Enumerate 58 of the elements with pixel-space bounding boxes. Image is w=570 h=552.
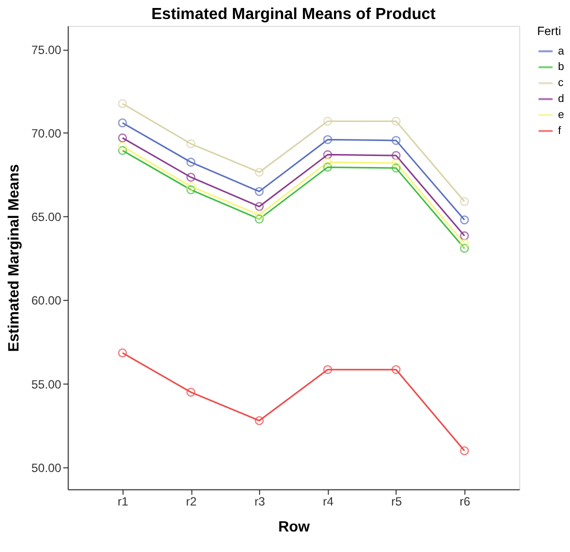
point: [323, 365, 332, 374]
x-tick-label: r3: [254, 494, 266, 509]
y-tick-label: 55.00: [31, 377, 62, 392]
x-tick-label: r2: [186, 494, 198, 509]
point: [186, 172, 196, 182]
point: [186, 185, 196, 194]
x-tick-label: r1: [118, 494, 129, 509]
point: [186, 388, 196, 397]
point: [186, 158, 196, 167]
point: [323, 162, 332, 172]
point: [186, 139, 196, 148]
y-tick-label: 75.00: [31, 42, 62, 57]
point: [118, 133, 127, 142]
point: [460, 244, 469, 253]
point: [118, 348, 127, 358]
y-axis-title: Estimated Marginal Means: [5, 164, 22, 352]
legend-title: Ferti: [537, 24, 561, 38]
point: [392, 136, 401, 145]
point: [460, 446, 469, 456]
point: [460, 197, 469, 206]
point: [392, 151, 401, 160]
legend-label: b: [558, 61, 564, 74]
point: [118, 142, 127, 151]
point: [118, 146, 127, 155]
point: [392, 158, 401, 168]
point: [323, 135, 332, 144]
point: [460, 238, 469, 248]
point: [392, 365, 401, 374]
y-tick-label: 65.00: [31, 210, 62, 224]
point: [460, 231, 469, 240]
point: [118, 99, 127, 108]
point: [254, 202, 264, 212]
y-tick-label: 60.00: [31, 294, 62, 308]
legend-label: f: [558, 124, 562, 137]
point: [323, 150, 332, 160]
x-tick-label: r6: [460, 494, 471, 509]
point: [186, 182, 196, 191]
point: [254, 186, 264, 196]
legend-label: c: [558, 77, 564, 90]
point: [254, 210, 264, 220]
x-tick-label: r5: [391, 494, 402, 509]
point: [323, 116, 332, 126]
x-tick-label: r4: [322, 494, 334, 509]
point: [460, 215, 469, 224]
y-tick-label: 50.00: [31, 460, 62, 475]
legend-label: a: [558, 45, 566, 58]
x-axis-title: Row: [278, 518, 310, 536]
legend-label: d: [558, 93, 564, 106]
chart-title: Estimated Marginal Means of Product: [151, 6, 436, 23]
point: [392, 164, 401, 173]
point: [323, 158, 332, 167]
point: [118, 118, 127, 128]
point: [254, 168, 264, 177]
legend-label: e: [558, 109, 564, 122]
y-tick-label: 70.00: [31, 126, 62, 140]
point: [254, 214, 264, 224]
point: [392, 116, 401, 126]
point: [254, 416, 264, 426]
